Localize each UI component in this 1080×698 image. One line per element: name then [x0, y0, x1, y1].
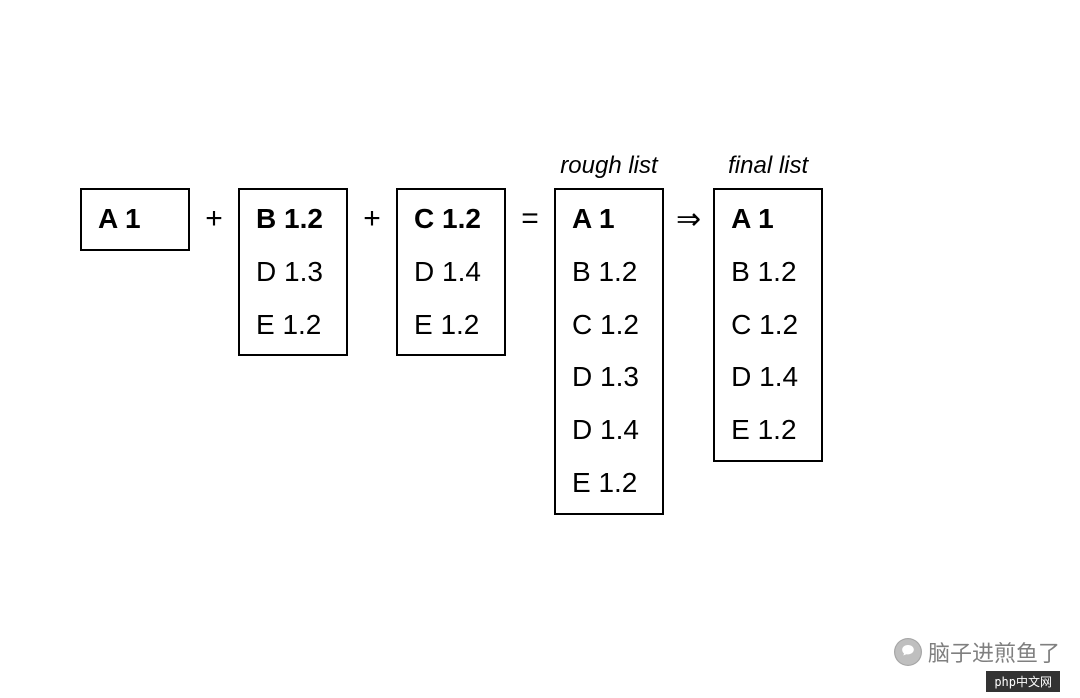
column-header-rough: rough list [560, 140, 657, 188]
operator-plus: + [360, 140, 384, 236]
list-item: A 1 [731, 204, 805, 235]
list-item: D 1.4 [572, 415, 646, 446]
column-header-final: final list [728, 140, 808, 188]
list-item: B 1.2 [731, 257, 805, 288]
list-item: C 1.2 [731, 310, 805, 341]
operator-arrow: ⇒ [676, 140, 701, 237]
box-c: C 1.2 D 1.4 E 1.2 [396, 188, 506, 356]
list-item: E 1.2 [731, 415, 805, 446]
list-item: D 1.4 [731, 362, 805, 393]
watermark-text: 脑子进煎鱼了 [928, 636, 1060, 668]
list-item: E 1.2 [256, 310, 330, 341]
list-item: E 1.2 [414, 310, 488, 341]
list-item: C 1.2 [414, 204, 488, 235]
list-item: D 1.3 [256, 257, 330, 288]
box-b: B 1.2 D 1.3 E 1.2 [238, 188, 348, 356]
list-item: A 1 [572, 204, 646, 235]
column-a: . A 1 [80, 140, 190, 251]
column-rough: rough list A 1 B 1.2 C 1.2 D 1.3 D 1.4 E… [554, 140, 664, 515]
operator-plus: + [202, 140, 226, 236]
column-final: final list A 1 B 1.2 C 1.2 D 1.4 E 1.2 [713, 140, 823, 462]
list-item: E 1.2 [572, 468, 646, 499]
source-badge: php中文网 [986, 671, 1060, 692]
box-a: A 1 [80, 188, 190, 251]
column-c: . C 1.2 D 1.4 E 1.2 [396, 140, 506, 356]
box-final-list: A 1 B 1.2 C 1.2 D 1.4 E 1.2 [713, 188, 823, 462]
list-item: D 1.3 [572, 362, 646, 393]
list-item: B 1.2 [256, 204, 330, 235]
wechat-watermark: 脑子进煎鱼了 [894, 636, 1060, 668]
wechat-icon [894, 638, 922, 666]
list-item: A 1 [98, 204, 172, 235]
list-item: C 1.2 [572, 310, 646, 341]
list-item: D 1.4 [414, 257, 488, 288]
column-b: . B 1.2 D 1.3 E 1.2 [238, 140, 348, 356]
operator-equals: = [518, 140, 542, 236]
box-rough-list: A 1 B 1.2 C 1.2 D 1.3 D 1.4 E 1.2 [554, 188, 664, 515]
list-item: B 1.2 [572, 257, 646, 288]
dependency-resolution-diagram: . A 1 + . B 1.2 D 1.3 E 1.2 + . C 1.2 D … [80, 140, 823, 515]
